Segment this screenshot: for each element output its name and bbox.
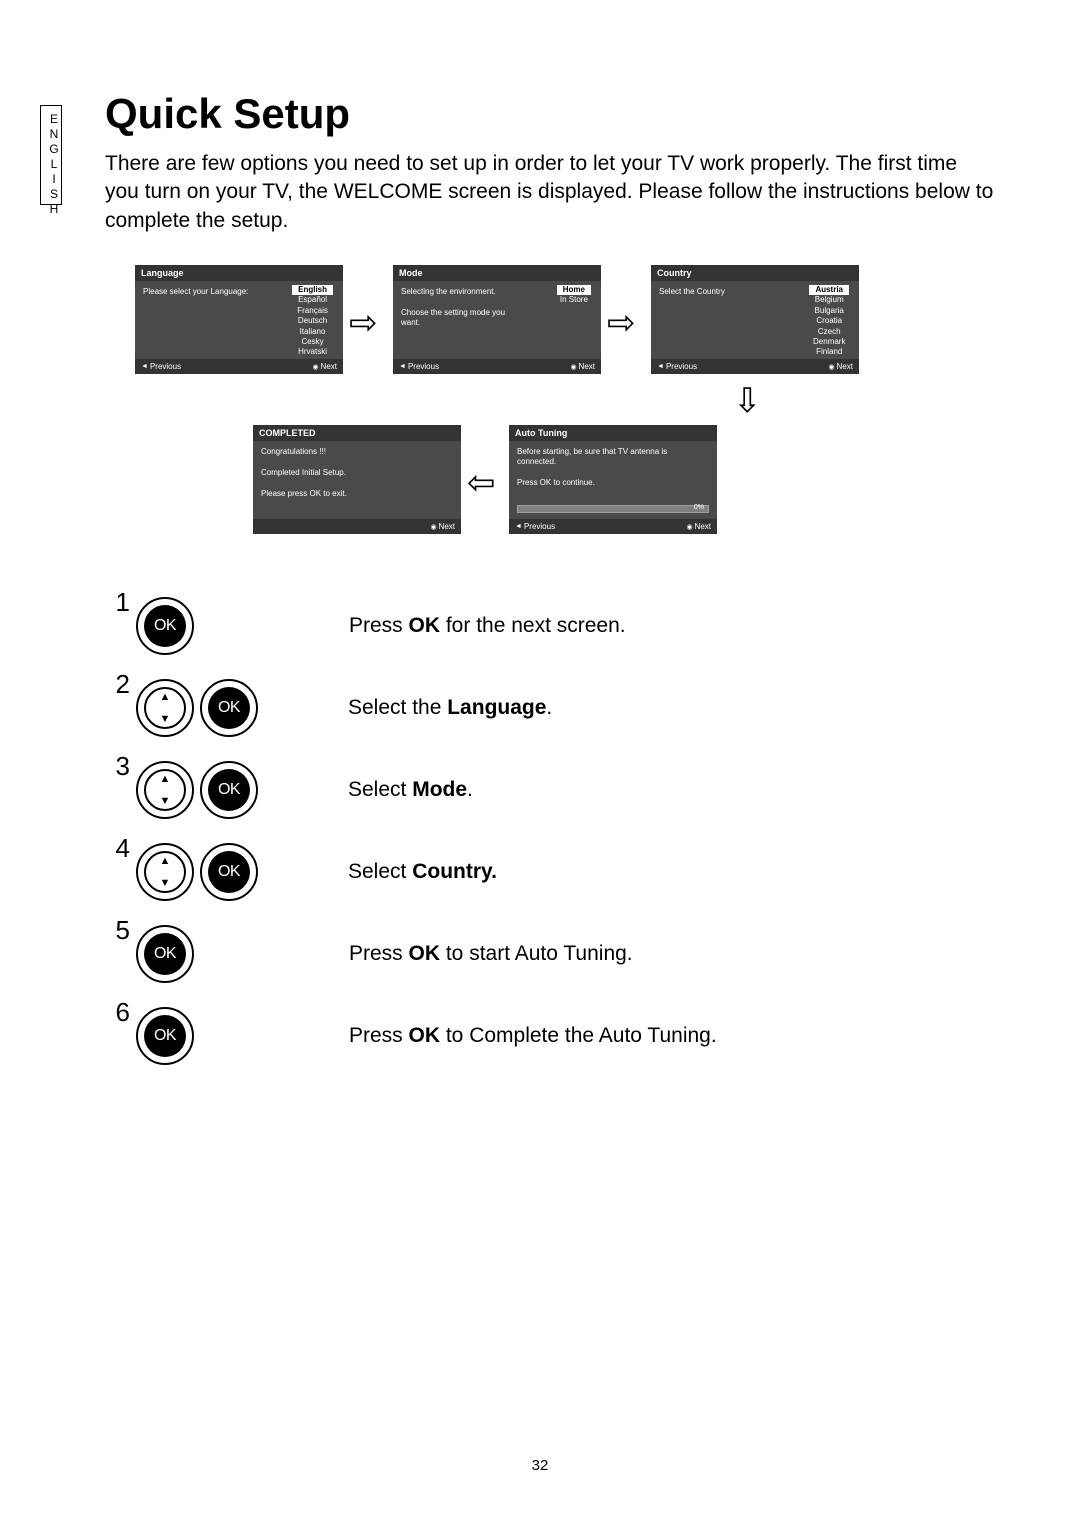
panel-header: Auto Tuning bbox=[509, 425, 717, 441]
step-number: 5 bbox=[110, 915, 130, 946]
panel-header: COMPLETED bbox=[253, 425, 461, 441]
down-icon: ▼ bbox=[160, 713, 171, 725]
up-icon: ▲ bbox=[160, 691, 171, 703]
step-number: 2 bbox=[110, 669, 130, 700]
panel-language: Language Please select your Language: En… bbox=[135, 265, 343, 374]
ok-button-icon: OK bbox=[136, 597, 194, 655]
step-text: Press OK for the next screen. bbox=[349, 614, 626, 638]
panel-header: Country bbox=[651, 265, 859, 281]
steps-list: 1 OK Press OK for the next screen. 2 ▲▼ … bbox=[110, 585, 990, 1077]
prompt: Please select your Language: bbox=[143, 287, 263, 297]
line: Please press OK to exit. bbox=[261, 489, 347, 498]
progress-percent: 0% bbox=[694, 504, 704, 511]
previous-button: ◄Previous bbox=[399, 362, 439, 371]
panel-completed: COMPLETED Congratulations !!! Completed … bbox=[253, 425, 461, 534]
line: Before starting, be sure that TV antenna… bbox=[517, 447, 667, 466]
option: Denmark bbox=[813, 337, 845, 346]
arrow-down-icon: ⇩ bbox=[733, 381, 762, 421]
prompt: Selecting the environment. Choose the se… bbox=[401, 287, 521, 329]
intro-text: There are few options you need to set up… bbox=[105, 150, 995, 235]
option: Español bbox=[298, 295, 327, 304]
option: In Store bbox=[560, 295, 588, 304]
ok-icon: ◉ bbox=[686, 523, 692, 531]
option: Cesky bbox=[301, 337, 323, 346]
down-icon: ▼ bbox=[160, 877, 171, 889]
next-button: ◉Next bbox=[828, 362, 853, 371]
page-number: 32 bbox=[0, 1457, 1080, 1474]
down-icon: ▼ bbox=[160, 795, 171, 807]
ok-icon: ◉ bbox=[570, 363, 576, 371]
previous-button: ◄Previous bbox=[657, 362, 697, 371]
step-text: Press OK to Complete the Auto Tuning. bbox=[349, 1024, 717, 1048]
back-icon: ◄ bbox=[657, 363, 664, 370]
arrow-right-icon: ⇨ bbox=[607, 303, 636, 343]
panel-header: Language bbox=[135, 265, 343, 281]
option: Belgium bbox=[815, 295, 844, 304]
arrow-right-icon: ⇨ bbox=[349, 303, 378, 343]
previous-button: ◄Previous bbox=[141, 362, 181, 371]
step-6: 6 OK Press OK to Complete the Auto Tunin… bbox=[110, 995, 990, 1077]
option: Bulgaria bbox=[815, 306, 844, 315]
step-text: Select the Language. bbox=[348, 696, 552, 720]
ok-button-icon: OK bbox=[200, 679, 258, 737]
ok-button-icon: OK bbox=[136, 925, 194, 983]
option: Czech bbox=[818, 327, 841, 336]
line: Completed Initial Setup. bbox=[261, 468, 346, 477]
option: Finland bbox=[816, 347, 842, 356]
step-text: Select Mode. bbox=[348, 778, 473, 802]
line: Press OK to continue. bbox=[517, 478, 595, 487]
selected-option: English bbox=[292, 285, 333, 295]
step-number: 3 bbox=[110, 751, 130, 782]
arrow-left-icon: ⇦ bbox=[467, 463, 496, 503]
next-button: ◉Next bbox=[312, 362, 337, 371]
option: Hrvatski bbox=[298, 347, 327, 356]
panel-header: Mode bbox=[393, 265, 601, 281]
ok-button-icon: OK bbox=[200, 843, 258, 901]
up-icon: ▲ bbox=[160, 855, 171, 867]
step-5: 5 OK Press OK to start Auto Tuning. bbox=[110, 913, 990, 995]
panel-mode: Mode Selecting the environment. Choose t… bbox=[393, 265, 601, 374]
step-3: 3 ▲▼ OK Select Mode. bbox=[110, 749, 990, 831]
line: Congratulations !!! bbox=[261, 447, 326, 456]
next-button: ◉Next bbox=[430, 522, 455, 531]
ok-button-icon: OK bbox=[136, 1007, 194, 1065]
option: Deutsch bbox=[298, 316, 327, 325]
back-icon: ◄ bbox=[141, 363, 148, 370]
panel-country: Country Select the Country Austria Belgi… bbox=[651, 265, 859, 374]
back-icon: ◄ bbox=[399, 363, 406, 370]
language-tab: ENGLISH bbox=[40, 105, 62, 205]
ok-button-icon: OK bbox=[200, 761, 258, 819]
up-icon: ▲ bbox=[160, 773, 171, 785]
option: Croatia bbox=[816, 316, 842, 325]
back-icon: ◄ bbox=[515, 523, 522, 530]
next-button: ◉Next bbox=[686, 522, 711, 531]
step-4: 4 ▲▼ OK Select Country. bbox=[110, 831, 990, 913]
prompt: Select the Country bbox=[659, 287, 779, 297]
step-number: 4 bbox=[110, 833, 130, 864]
progress-bar: 0% bbox=[517, 505, 709, 513]
previous-button: ◄Previous bbox=[515, 522, 555, 531]
updown-button-icon: ▲▼ bbox=[136, 679, 194, 737]
step-1: 1 OK Press OK for the next screen. bbox=[110, 585, 990, 667]
panel-autotuning: Auto Tuning Before starting, be sure tha… bbox=[509, 425, 717, 534]
ok-icon: ◉ bbox=[430, 523, 436, 531]
selected-option: Home bbox=[557, 285, 591, 295]
option: Français bbox=[297, 306, 328, 315]
step-2: 2 ▲▼ OK Select the Language. bbox=[110, 667, 990, 749]
step-text: Select Country. bbox=[348, 860, 497, 884]
updown-button-icon: ▲▼ bbox=[136, 761, 194, 819]
updown-button-icon: ▲▼ bbox=[136, 843, 194, 901]
page-title: Quick Setup bbox=[105, 90, 995, 138]
ok-icon: ◉ bbox=[312, 363, 318, 371]
ok-icon: ◉ bbox=[828, 363, 834, 371]
selected-option: Austria bbox=[809, 285, 849, 295]
step-number: 6 bbox=[110, 997, 130, 1028]
next-button: ◉Next bbox=[570, 362, 595, 371]
option: Italiano bbox=[300, 327, 326, 336]
step-text: Press OK to start Auto Tuning. bbox=[349, 942, 633, 966]
step-number: 1 bbox=[110, 587, 130, 618]
